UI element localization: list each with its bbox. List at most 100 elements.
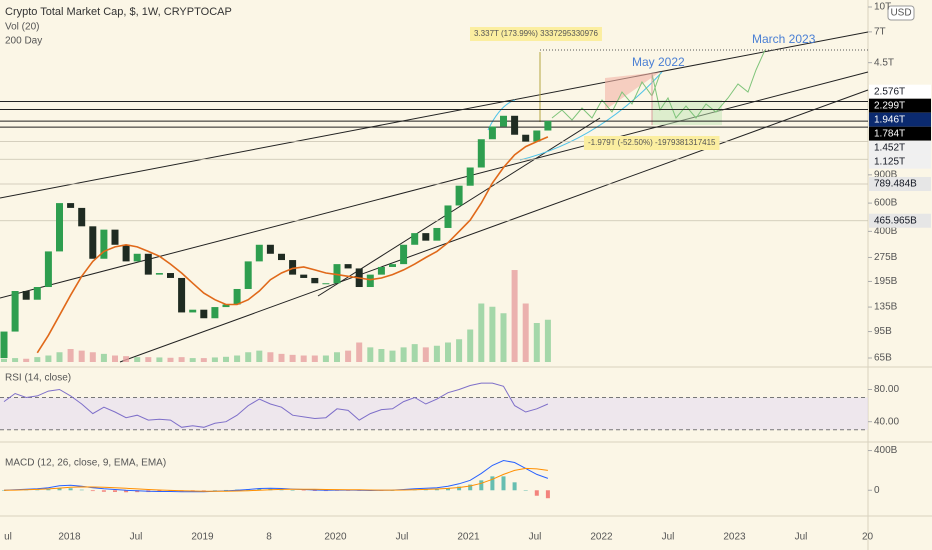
histogram-bar — [68, 488, 73, 491]
candle — [167, 273, 174, 278]
candle — [244, 261, 252, 289]
histogram-bar — [35, 489, 40, 491]
histogram-bar — [346, 490, 351, 491]
histogram-bar — [446, 488, 450, 491]
volume-bar — [178, 357, 185, 362]
price-tag-label: 2.299T — [874, 100, 905, 111]
rsi-band — [0, 397, 868, 430]
price-tag-label: 789.484B — [874, 179, 917, 190]
histogram-bar — [545, 490, 550, 499]
x-tick-label: 2019 — [191, 532, 214, 543]
x-tick-label: 2018 — [58, 532, 81, 543]
volume-bar — [511, 270, 518, 362]
trend-line — [0, 31, 869, 199]
volume-bar — [456, 339, 463, 362]
volume-bar — [278, 353, 285, 362]
candle — [33, 287, 41, 300]
volume-bar — [245, 352, 252, 362]
x-tick-label: 2023 — [723, 532, 746, 543]
candle — [255, 244, 263, 262]
candle — [300, 274, 308, 278]
histogram-bar — [301, 490, 306, 491]
x-tick-label: 2022 — [590, 532, 613, 543]
volume-bar — [467, 329, 474, 362]
candle — [178, 277, 186, 313]
volume-bar — [78, 350, 85, 362]
volume-bar — [433, 345, 440, 362]
histogram-bar — [257, 488, 262, 491]
histogram-bar — [512, 482, 517, 491]
candle — [477, 139, 485, 168]
volume-legend: Vol (20) — [5, 22, 39, 33]
candle — [89, 226, 97, 259]
y-tick-label: 195B — [874, 276, 898, 287]
projection — [551, 73, 661, 121]
trend-line — [317, 117, 601, 297]
histogram-bar — [224, 489, 228, 491]
volume-bar — [267, 352, 274, 362]
curve — [519, 71, 663, 161]
histogram-bar — [113, 490, 117, 492]
candle — [155, 273, 163, 275]
volume-bar — [533, 323, 540, 362]
currency[interactable]: USD — [890, 8, 911, 19]
volume-bar — [378, 349, 385, 362]
y-tick-label: 40.00 — [874, 416, 899, 427]
volume-bar — [400, 347, 407, 362]
histogram-bar — [479, 480, 484, 491]
candle — [322, 283, 330, 285]
volume-bar — [56, 352, 63, 362]
rsi-title: RSI (14, close) — [5, 373, 71, 384]
candle — [544, 120, 552, 131]
annotation-box — [470, 27, 602, 41]
volume-bar — [489, 306, 496, 362]
x-tick-label: Jul — [529, 532, 542, 543]
candle — [311, 277, 319, 284]
y-tick-label: 600B — [874, 198, 898, 209]
histogram-bar — [468, 484, 473, 491]
x-tick-label: Jul — [396, 532, 409, 543]
candle — [333, 264, 341, 284]
volume-bar — [322, 355, 329, 362]
histogram-bar — [501, 476, 506, 491]
histogram-bar — [46, 489, 51, 491]
candle — [11, 291, 19, 332]
volume-bar — [12, 358, 19, 362]
candle — [211, 307, 219, 319]
currency-badge[interactable] — [887, 5, 915, 21]
y-tick-label: 400B — [874, 226, 898, 237]
histogram-bar — [534, 490, 539, 496]
volume-bar — [367, 347, 374, 362]
volume-bar — [256, 350, 263, 362]
price-tag-label: 2.576T — [874, 86, 905, 97]
candle — [222, 304, 230, 308]
histogram-bar — [290, 490, 295, 491]
x-tick-label: 8 — [266, 532, 272, 543]
candle — [444, 205, 452, 228]
annotation: 3.337T (173.99%) 3337295330976 — [474, 29, 599, 38]
price-tag — [869, 112, 931, 127]
candle — [78, 207, 86, 227]
price-tag-label: 1.946T — [874, 114, 905, 125]
candle — [266, 244, 274, 254]
volume-bar — [289, 354, 296, 362]
y-tick-label: 65B — [874, 353, 892, 364]
macd-title: MACD (12, 26, close, 9, EMA, EMA) — [5, 458, 166, 469]
volume-bar — [445, 342, 451, 362]
candle — [389, 264, 396, 267]
candle — [122, 244, 130, 262]
volume-bar — [500, 313, 507, 362]
price-tag-label: 1.784T — [874, 128, 905, 139]
x-tick-label: 2020 — [324, 532, 347, 543]
chart-title: Crypto Total Market Cap, $, 1W, CRYPTOCA… — [5, 6, 232, 18]
histogram-bar — [79, 489, 84, 491]
price-tag-label: 1.125T — [874, 156, 905, 167]
volume-bar — [522, 303, 529, 362]
volume-bar — [45, 355, 52, 362]
price-tag — [869, 213, 931, 228]
volume-bar — [100, 353, 107, 362]
annotation: May 2022 — [632, 55, 685, 69]
volume-bar — [89, 352, 96, 362]
